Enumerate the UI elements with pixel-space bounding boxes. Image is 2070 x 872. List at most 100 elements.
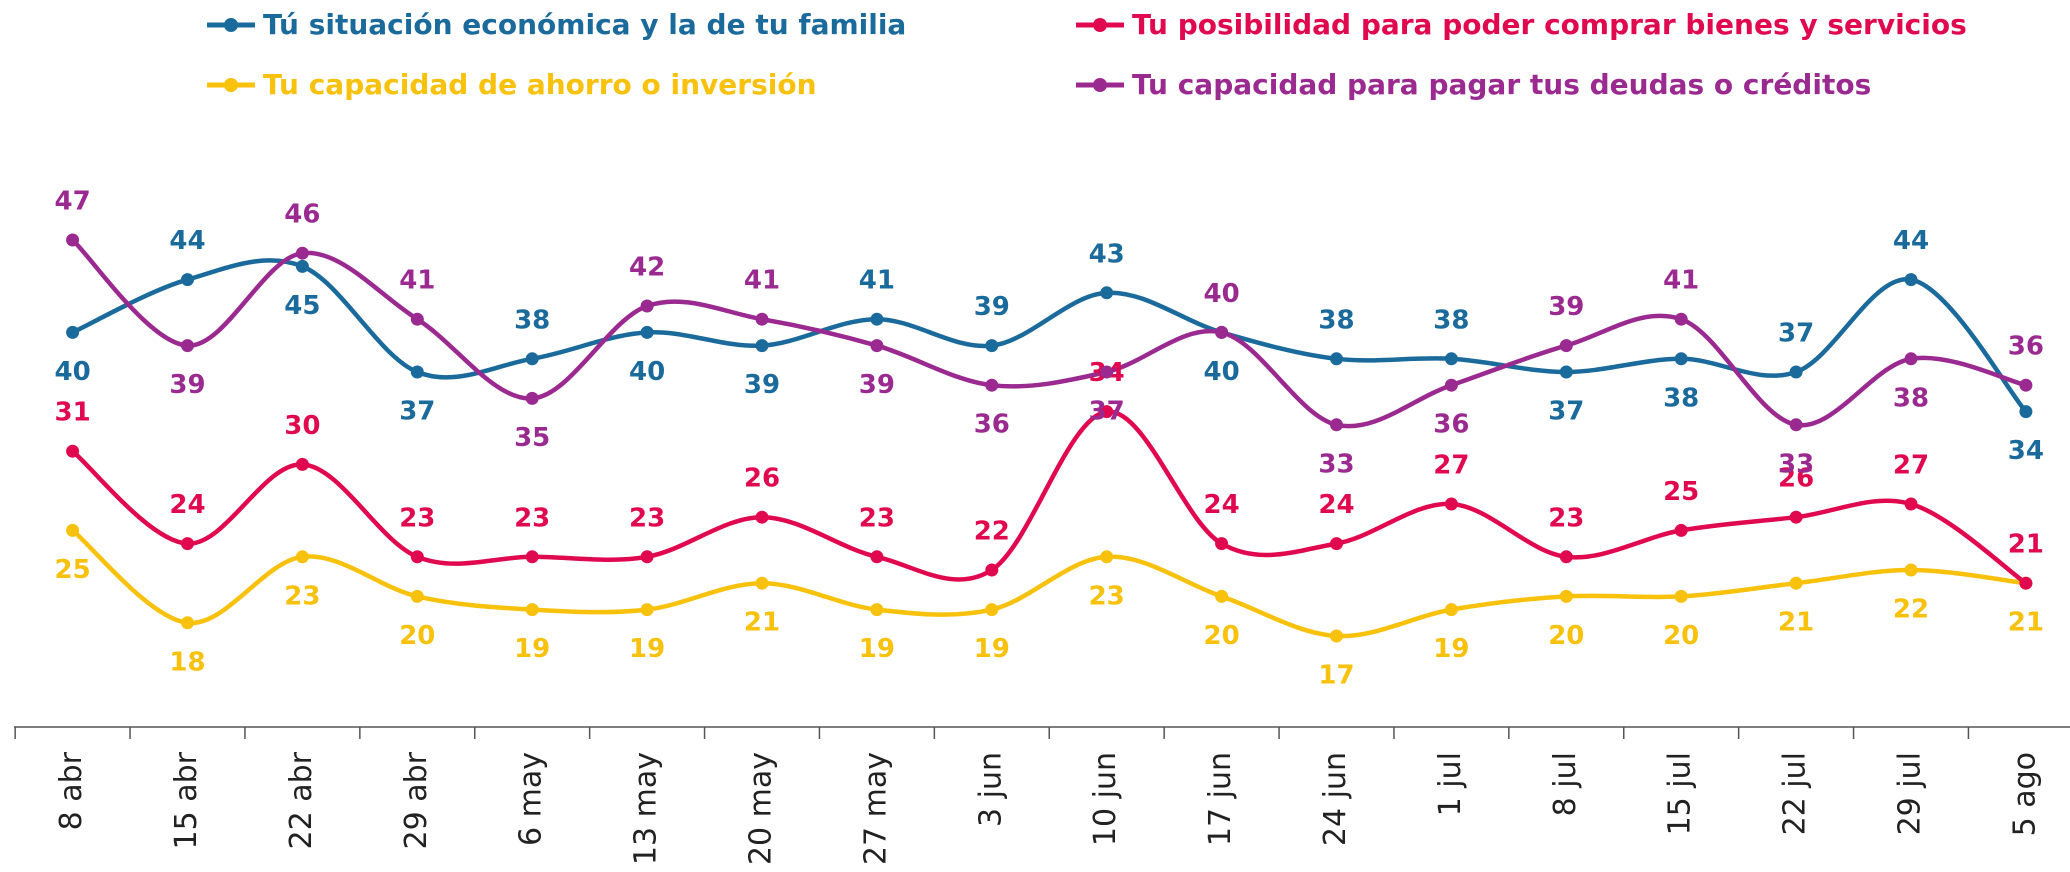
data-label: 38 xyxy=(1433,305,1469,335)
point xyxy=(1215,537,1229,551)
point xyxy=(1215,325,1229,339)
point xyxy=(525,352,539,366)
data-label: 44 xyxy=(1893,226,1929,256)
series-line xyxy=(71,238,2027,429)
point xyxy=(870,339,884,353)
series-line xyxy=(71,409,2028,586)
data-label: 26 xyxy=(744,464,780,494)
data-label: 22 xyxy=(1893,595,1929,625)
data-label: 17 xyxy=(1318,661,1354,691)
x-tick-label: 13 may xyxy=(629,752,664,865)
data-label: 43 xyxy=(1089,239,1125,269)
data-label: 36 xyxy=(974,410,1010,440)
point xyxy=(985,603,999,617)
x-tick-label: 27 may xyxy=(858,752,893,865)
data-label: 27 xyxy=(1893,451,1929,481)
data-label: 33 xyxy=(1778,449,1814,479)
point xyxy=(1100,286,1114,300)
point xyxy=(1674,589,1688,603)
point xyxy=(1444,497,1458,511)
point xyxy=(755,576,769,590)
point xyxy=(2019,378,2033,392)
data-label: 31 xyxy=(55,398,91,428)
point xyxy=(295,457,309,471)
point xyxy=(181,616,194,630)
point xyxy=(2019,576,2033,590)
data-label: 30 xyxy=(284,411,320,441)
x-tick-label: 20 may xyxy=(744,752,779,865)
point xyxy=(1904,273,1918,287)
point xyxy=(1904,352,1918,366)
data-label: 41 xyxy=(859,266,895,296)
point xyxy=(1789,365,1803,379)
point xyxy=(295,259,309,273)
point xyxy=(640,603,654,617)
point xyxy=(1330,418,1343,432)
data-label: 19 xyxy=(629,634,665,664)
point xyxy=(66,444,80,458)
point xyxy=(1100,550,1114,564)
point xyxy=(525,391,539,405)
x-tick-label: 8 abr xyxy=(54,751,89,830)
point xyxy=(66,233,80,247)
point xyxy=(1444,352,1458,366)
data-label: 23 xyxy=(859,503,895,533)
point xyxy=(1904,497,1918,511)
data-label: 40 xyxy=(1204,279,1240,309)
point xyxy=(1789,576,1803,590)
point xyxy=(1559,589,1573,603)
point xyxy=(1674,523,1688,537)
data-label: 41 xyxy=(1663,266,1699,296)
data-label: 38 xyxy=(514,305,550,335)
series-line xyxy=(71,258,2028,414)
point xyxy=(1789,418,1803,432)
point xyxy=(1904,563,1918,577)
legend-dot xyxy=(224,78,238,92)
point xyxy=(1559,550,1573,564)
point xyxy=(295,550,309,564)
point xyxy=(66,523,80,537)
x-tick-label: 10 jun xyxy=(1088,752,1123,846)
point xyxy=(1674,352,1688,366)
point xyxy=(181,537,194,551)
point xyxy=(640,299,654,313)
data-label: 37 xyxy=(1778,319,1814,349)
point xyxy=(1330,352,1343,366)
data-label: 44 xyxy=(169,226,205,256)
data-label: 37 xyxy=(399,397,435,427)
legend-label: Tu posibilidad para poder comprar bienes… xyxy=(1132,8,1967,41)
data-label: 42 xyxy=(629,253,665,283)
data-label: 23 xyxy=(514,503,550,533)
data-label: 19 xyxy=(1433,634,1469,664)
point xyxy=(1444,378,1458,392)
point xyxy=(1100,405,1114,419)
data-label: 40 xyxy=(55,357,91,387)
data-label: 40 xyxy=(629,357,665,387)
data-label: 23 xyxy=(284,581,320,611)
data-label: 39 xyxy=(1548,292,1584,322)
point xyxy=(1330,537,1343,551)
data-label: 24 xyxy=(1318,490,1354,520)
point xyxy=(1215,589,1229,603)
point xyxy=(410,312,424,326)
data-label: 45 xyxy=(284,291,320,321)
point xyxy=(1559,365,1573,379)
point xyxy=(1444,603,1458,617)
data-label: 20 xyxy=(1663,621,1699,651)
data-label: 38 xyxy=(1893,383,1929,413)
series-line xyxy=(71,528,2027,639)
point xyxy=(640,550,654,564)
point xyxy=(295,246,309,260)
data-label: 26 xyxy=(1778,464,1814,494)
point xyxy=(1789,510,1803,524)
data-label: 38 xyxy=(1318,305,1354,335)
point xyxy=(1330,629,1343,643)
legend-label: Tú situación económica y la de tu famili… xyxy=(263,8,906,41)
data-label: 19 xyxy=(974,634,1010,664)
point xyxy=(985,563,999,577)
point xyxy=(755,339,769,353)
data-label: 36 xyxy=(2008,332,2044,362)
point xyxy=(985,339,999,353)
data-label: 37 xyxy=(1089,397,1125,427)
